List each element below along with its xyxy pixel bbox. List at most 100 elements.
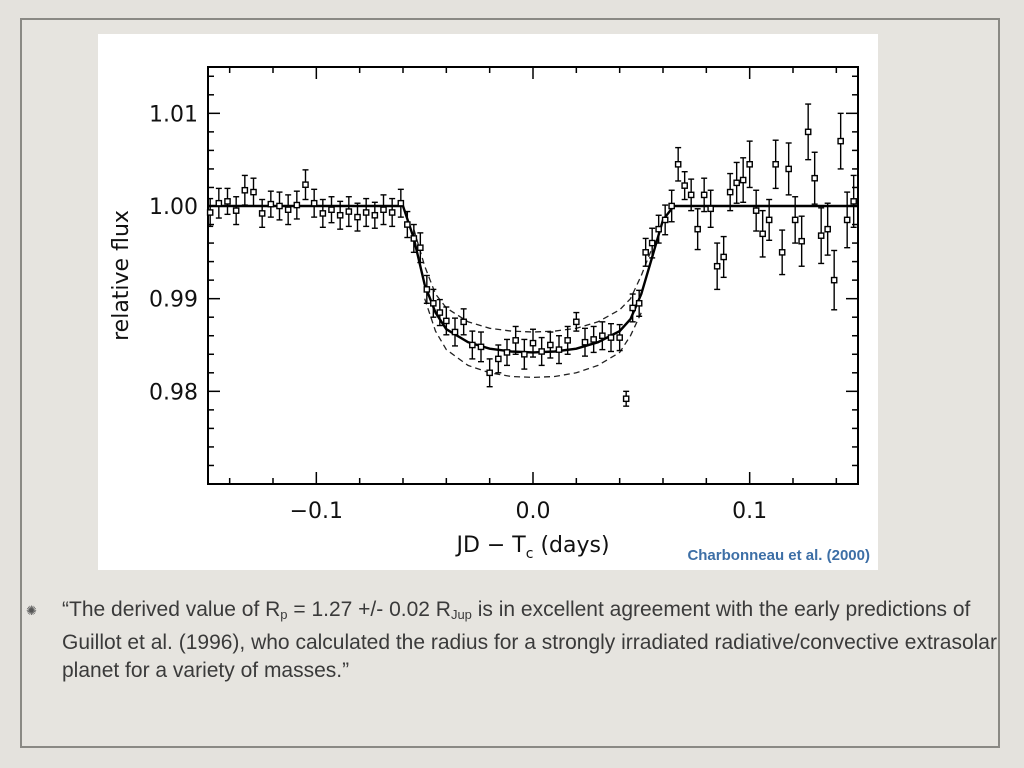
light-curve-chart: −0.1 0.0 0.1 0.98 0.99 1.00 1.01 JD − Tc (days)… (109, 66, 859, 562)
y-tick-label: 1.01 (149, 102, 198, 127)
quote-subscript-1: p (280, 607, 288, 622)
data-point (573, 318, 580, 326)
data-point (811, 174, 818, 182)
data-point (726, 188, 734, 196)
data-point (622, 395, 630, 403)
data-point (694, 225, 701, 233)
data-point (538, 348, 545, 355)
data-point (843, 216, 851, 224)
quote-text: “The derived value of Rp = 1.27 +/- 0.02… (62, 596, 1002, 685)
data-point (284, 206, 292, 214)
data-point (581, 338, 589, 346)
data-point (778, 249, 786, 256)
data-point (319, 210, 327, 217)
data-point (599, 332, 606, 340)
quote-part-3: is in excellent agreement with the early… (62, 598, 997, 682)
model-lower-dashed (424, 298, 642, 379)
data-point (215, 199, 223, 207)
data-point (616, 334, 623, 341)
data-point (232, 207, 240, 214)
data-point (681, 182, 688, 189)
data-point (837, 137, 844, 145)
data-point (293, 201, 301, 209)
data-point (336, 211, 344, 219)
data-point (759, 230, 766, 238)
data-point (700, 191, 708, 199)
data-point (772, 160, 779, 168)
x-tick-label: −0.1 (290, 499, 343, 524)
data-point (655, 225, 662, 233)
data-point (765, 216, 773, 224)
data-point (791, 216, 799, 224)
data-point (345, 208, 353, 215)
data-point (258, 210, 266, 217)
data-point (503, 349, 511, 356)
data-point (486, 369, 493, 377)
x-tick-label: 0.1 (732, 499, 767, 524)
quote-part-1: “The derived value of R (62, 598, 281, 621)
data-point (267, 200, 275, 208)
data-point (720, 253, 727, 261)
y-tick-label: 0.98 (149, 380, 198, 405)
data-point (423, 286, 431, 293)
data-point (785, 165, 792, 173)
data-point (224, 198, 231, 205)
y-tick-label: 0.99 (149, 288, 198, 313)
data-point (512, 337, 519, 344)
data-point (276, 202, 283, 210)
model-upper-dashed (413, 229, 653, 333)
data-point (661, 216, 669, 224)
data-point (495, 355, 502, 363)
x-axis-label: JD − Tc (days) (454, 533, 609, 562)
data-point (824, 225, 831, 233)
figure-panel: −0.1 0.0 0.1 0.98 0.99 1.00 1.01 JD − Tc (days)… (98, 34, 878, 570)
data-point (410, 235, 418, 242)
data-point (206, 209, 214, 216)
x-tick-label: 0.0 (516, 499, 551, 524)
data-point (404, 221, 411, 228)
data-point (547, 341, 554, 349)
data-point (310, 199, 318, 207)
data-point (804, 128, 812, 136)
data-point (529, 339, 537, 347)
data-point (469, 341, 476, 349)
data-point (477, 343, 485, 351)
data-point (733, 179, 740, 187)
plot-frame (207, 66, 859, 485)
data-point (397, 199, 405, 207)
data-point (371, 211, 379, 219)
data-point (707, 205, 714, 213)
y-tick-label: 1.00 (149, 195, 198, 220)
data-point (436, 309, 444, 316)
quote-part-2: = 1.27 +/- 0.02 R (287, 598, 451, 621)
data-point (417, 244, 424, 252)
bullet-icon: ✺ (26, 603, 37, 618)
data-point (362, 209, 370, 216)
data-point (629, 304, 636, 312)
data-point (555, 346, 563, 353)
data-point (668, 202, 675, 210)
figure-credit: Charbonneau et al. (2000) (687, 547, 870, 564)
data-point (752, 207, 760, 214)
data-point (250, 188, 257, 196)
data-point (607, 334, 615, 341)
data-point (388, 209, 396, 216)
data-point (430, 300, 437, 307)
data-point (713, 262, 721, 270)
data-point (521, 350, 528, 358)
data-point (798, 237, 805, 245)
data-point (590, 336, 597, 343)
data-point (674, 160, 682, 168)
data-point (564, 337, 571, 344)
data-point (850, 198, 857, 205)
data-point (302, 181, 309, 188)
data-point (746, 160, 753, 168)
data-point (687, 191, 695, 199)
quote-subscript-2: Jup (450, 607, 472, 622)
data-point (648, 239, 656, 247)
data-point (451, 328, 459, 336)
data-point (241, 186, 249, 194)
y-axis-label: relative flux (109, 210, 134, 341)
data-point (443, 317, 450, 325)
data-point (642, 249, 649, 256)
